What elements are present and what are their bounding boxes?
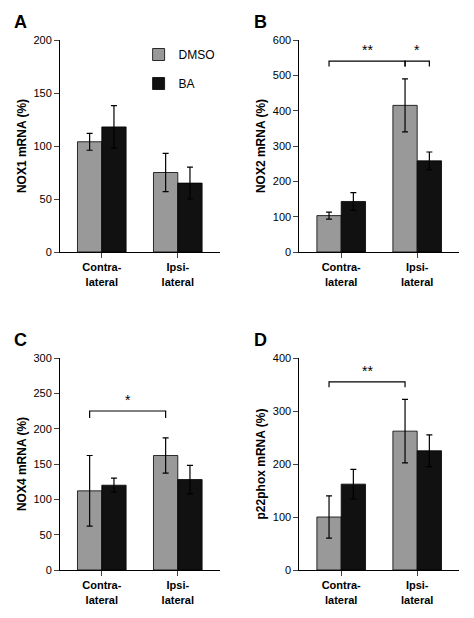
svg-text:Ipsi-lateral: Ipsi-lateral [401, 261, 433, 287]
svg-text:NOX2 mRNA (%): NOX2 mRNA (%) [254, 99, 268, 193]
svg-text:0: 0 [285, 564, 291, 576]
svg-text:0: 0 [46, 564, 52, 576]
svg-text:200: 200 [33, 34, 51, 46]
svg-text:250: 250 [33, 387, 51, 399]
svg-text:300: 300 [273, 140, 291, 152]
svg-text:NOX4 mRNA (%): NOX4 mRNA (%) [15, 417, 29, 511]
svg-text:A: A [14, 12, 27, 32]
svg-text:D: D [254, 330, 267, 350]
svg-text:150: 150 [33, 458, 51, 470]
svg-text:p22phox mRNA (%): p22phox mRNA (%) [254, 409, 268, 520]
svg-text:400: 400 [273, 352, 291, 364]
svg-text:Ipsi-lateral: Ipsi-lateral [162, 579, 194, 605]
svg-text:300: 300 [33, 352, 51, 364]
svg-text:*: * [414, 42, 420, 58]
svg-text:**: ** [362, 42, 373, 58]
svg-text:Contra-lateral: Contra-lateral [322, 261, 361, 287]
svg-text:100: 100 [33, 493, 51, 505]
svg-text:Contra-lateral: Contra-lateral [82, 579, 121, 605]
svg-text:150: 150 [33, 87, 51, 99]
svg-text:100: 100 [273, 511, 291, 523]
svg-text:100: 100 [33, 140, 51, 152]
svg-text:200: 200 [273, 458, 291, 470]
svg-text:Ipsi-lateral: Ipsi-lateral [401, 579, 433, 605]
svg-text:0: 0 [285, 246, 291, 258]
svg-text:C: C [14, 330, 27, 350]
svg-text:B: B [254, 12, 267, 32]
svg-text:400: 400 [273, 105, 291, 117]
svg-text:200: 200 [33, 423, 51, 435]
svg-text:50: 50 [40, 193, 52, 205]
svg-text:Ipsi-lateral: Ipsi-lateral [162, 261, 194, 287]
svg-text:BA: BA [179, 77, 195, 91]
svg-text:50: 50 [40, 529, 52, 541]
svg-text:*: * [125, 392, 131, 408]
svg-text:Contra-lateral: Contra-lateral [82, 261, 121, 287]
svg-text:NOX1 mRNA (%): NOX1 mRNA (%) [15, 99, 29, 193]
svg-text:200: 200 [273, 175, 291, 187]
svg-text:0: 0 [46, 246, 52, 258]
svg-text:500: 500 [273, 69, 291, 81]
svg-text:300: 300 [273, 405, 291, 417]
svg-text:DMSO: DMSO [179, 48, 215, 62]
svg-text:Contra-lateral: Contra-lateral [322, 579, 361, 605]
svg-text:600: 600 [273, 34, 291, 46]
svg-text:100: 100 [273, 211, 291, 223]
svg-text:**: ** [362, 363, 373, 379]
